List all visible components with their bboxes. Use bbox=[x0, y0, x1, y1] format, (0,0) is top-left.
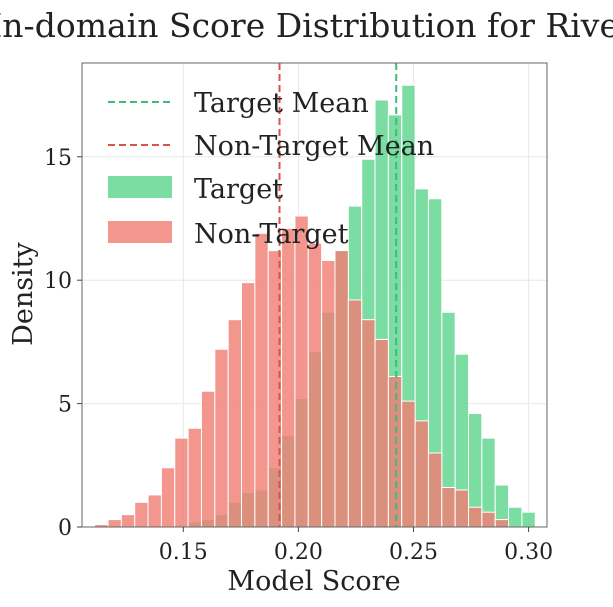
chart-title: In-domain Score Distribution for River bbox=[0, 6, 613, 45]
non-target-bar bbox=[454, 489, 470, 528]
non-target-bar bbox=[468, 506, 483, 528]
non-target-bar bbox=[307, 242, 323, 528]
non-target-bar bbox=[441, 487, 456, 528]
legend-label-non-target: Non-Target bbox=[194, 219, 349, 250]
legend-label-target: Target bbox=[194, 174, 283, 205]
non-target-bar bbox=[387, 375, 403, 528]
non-target-bar bbox=[347, 299, 363, 528]
plot-frame bbox=[81, 62, 548, 528]
x-tick-label: 0.25 bbox=[389, 540, 438, 565]
legend-swatch-target bbox=[108, 176, 172, 198]
non-target-bar bbox=[414, 420, 429, 528]
non-target-bar bbox=[281, 227, 296, 528]
y-axis-ticks: 0 5 10 15 bbox=[44, 146, 82, 541]
non-target-bar bbox=[214, 348, 229, 528]
mean-lines bbox=[278, 63, 398, 527]
x-tick-label: 0.15 bbox=[159, 540, 208, 565]
non-target-bar bbox=[134, 501, 149, 528]
legend-label-non-target-mean: Non-Target Mean bbox=[194, 131, 434, 162]
non-target-bar bbox=[147, 494, 162, 528]
x-axis-ticks: 0.15 0.20 0.25 0.30 bbox=[159, 527, 553, 565]
non-target-bar bbox=[481, 511, 496, 528]
target-bar bbox=[521, 511, 536, 528]
legend-swatch-non-target bbox=[108, 221, 172, 243]
non-target-bar bbox=[334, 250, 349, 528]
non-target-bar bbox=[294, 215, 309, 528]
x-tick-label: 0.20 bbox=[274, 540, 323, 565]
non-target-bar bbox=[227, 319, 243, 528]
non-target-bar bbox=[160, 467, 176, 528]
non-target-bar bbox=[120, 514, 136, 528]
non-target-bar bbox=[374, 338, 389, 528]
x-tick-label: 0.30 bbox=[504, 540, 553, 565]
y-tick-label: 15 bbox=[44, 146, 72, 171]
non-target-bar bbox=[174, 437, 189, 528]
non-target-bar bbox=[254, 232, 269, 528]
non-target-bar bbox=[241, 282, 256, 528]
non-target-bars bbox=[94, 215, 510, 528]
legend-label-target-mean: Target Mean bbox=[194, 88, 369, 119]
non-target-bar bbox=[107, 519, 122, 528]
non-target-bar bbox=[361, 319, 376, 528]
y-axis-label: Density bbox=[8, 241, 39, 345]
x-axis-label: Model Score bbox=[227, 566, 400, 597]
y-tick-label: 10 bbox=[44, 269, 72, 294]
non-target-bar bbox=[494, 519, 510, 528]
legend: Target Mean Non-Target Mean Target Non-Targ… bbox=[108, 88, 434, 250]
non-target-bar bbox=[200, 390, 216, 528]
y-tick-label: 5 bbox=[58, 393, 72, 418]
non-target-bar bbox=[401, 400, 416, 528]
non-target-bar bbox=[187, 427, 202, 528]
non-target-bar bbox=[427, 452, 443, 528]
y-tick-label: 0 bbox=[58, 516, 72, 541]
non-target-bar bbox=[321, 259, 336, 528]
target-bar bbox=[508, 506, 523, 528]
